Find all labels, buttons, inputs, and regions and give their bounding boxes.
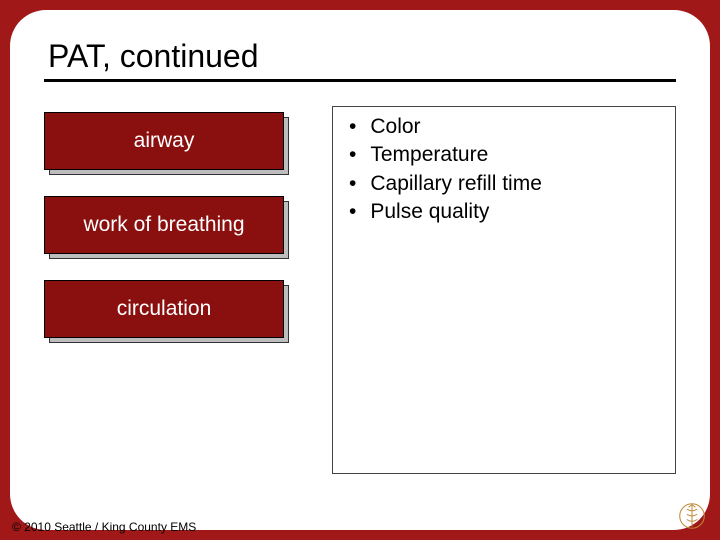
list-item: Color [343,113,665,141]
footer-copyright: © 2010 Seattle / King County EMS [12,520,196,534]
content-columns: airway work of breathing circulation Col… [44,106,676,474]
bullet-text: Color [370,113,420,141]
caduceus-seal-icon [678,502,706,530]
list-item: Temperature [343,141,665,169]
box-circulation: circulation [44,280,284,338]
list-item: Pulse quality [343,198,665,226]
list-item: Capillary refill time [343,170,665,198]
slide-title: PAT, continued [44,38,676,75]
box-airway: airway [44,112,284,170]
bullet-text: Temperature [370,141,488,169]
box-label: circulation [44,280,284,338]
bullet-panel: Color Temperature Capillary refill time … [332,106,676,474]
box-label: airway [44,112,284,170]
bullet-text: Capillary refill time [370,170,542,198]
title-rule [44,79,676,82]
bullet-text: Pulse quality [370,198,489,226]
left-column: airway work of breathing circulation [44,106,314,474]
bullet-list: Color Temperature Capillary refill time … [343,113,665,226]
slide-frame: PAT, continued airway work of breathing … [10,10,710,530]
box-label: work of breathing [44,196,284,254]
box-work-of-breathing: work of breathing [44,196,284,254]
